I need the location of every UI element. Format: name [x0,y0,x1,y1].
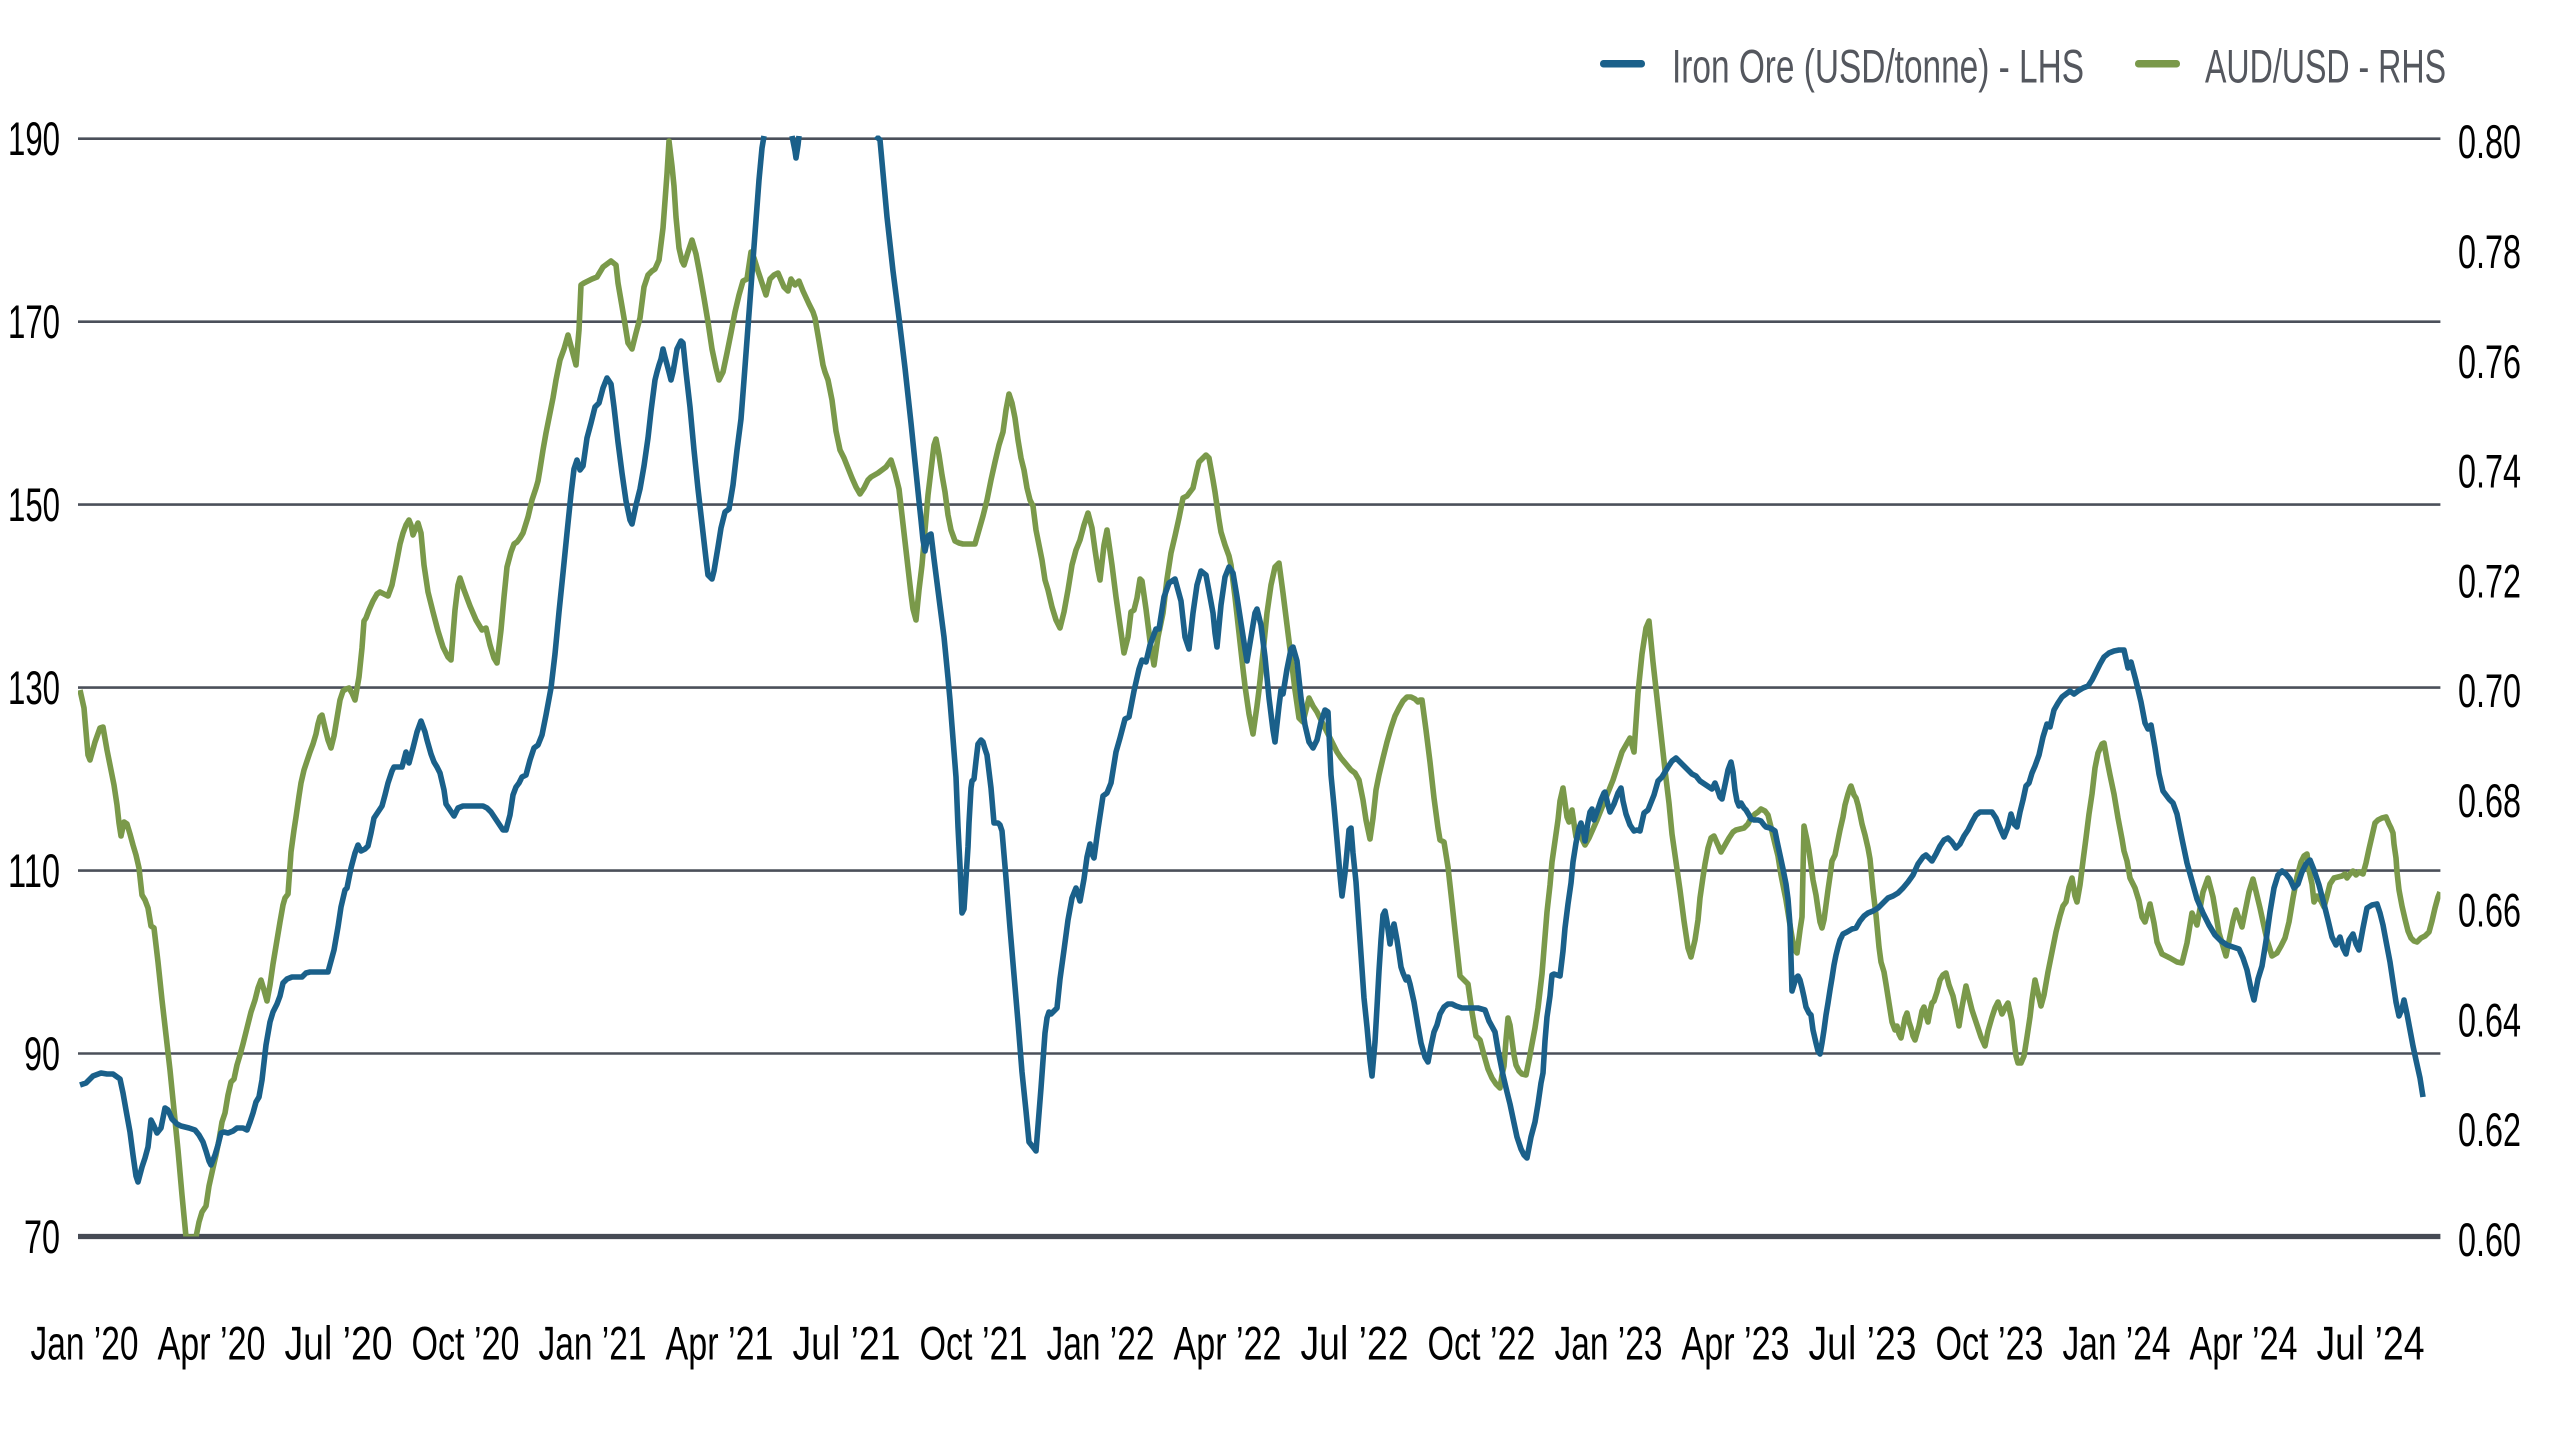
svg-text:130: 130 [8,661,60,714]
svg-text:110: 110 [8,844,60,897]
svg-text:190: 190 [8,112,60,165]
svg-text:0.74: 0.74 [2458,445,2521,498]
svg-text:Apr ’24: Apr ’24 [2190,1317,2298,1370]
svg-text:Apr ’21: Apr ’21 [666,1317,774,1370]
svg-text:0.78: 0.78 [2458,225,2521,278]
svg-text:Jul ’20: Jul ’20 [285,1317,393,1370]
svg-text:Oct ’22: Oct ’22 [1428,1317,1536,1370]
svg-text:Iron Ore (USD/tonne) - LHS: Iron Ore (USD/tonne) - LHS [1672,40,2084,93]
svg-text:Oct ’23: Oct ’23 [1936,1317,2044,1370]
svg-text:0.70: 0.70 [2458,664,2521,717]
svg-text:Jul ’23: Jul ’23 [1809,1317,1917,1370]
svg-text:Jan ’22: Jan ’22 [1047,1317,1155,1370]
svg-text:0.60: 0.60 [2458,1213,2521,1266]
svg-text:Apr ’22: Apr ’22 [1174,1317,1282,1370]
svg-text:0.66: 0.66 [2458,884,2521,937]
svg-text:Jul ’21: Jul ’21 [793,1317,901,1370]
svg-text:90: 90 [24,1027,60,1080]
svg-text:0.62: 0.62 [2458,1103,2521,1156]
svg-text:70: 70 [24,1210,60,1263]
svg-text:0.72: 0.72 [2458,554,2521,607]
svg-text:Oct ’20: Oct ’20 [412,1317,520,1370]
svg-text:Jan ’23: Jan ’23 [1555,1317,1663,1370]
svg-text:150: 150 [8,478,60,531]
svg-text:Apr ’23: Apr ’23 [1682,1317,1790,1370]
svg-text:Jul ’22: Jul ’22 [1301,1317,1409,1370]
svg-text:AUD/USD - RHS: AUD/USD - RHS [2205,40,2446,93]
svg-text:Jan ’24: Jan ’24 [2063,1317,2171,1370]
svg-text:Oct ’21: Oct ’21 [920,1317,1028,1370]
svg-text:0.68: 0.68 [2458,774,2521,827]
svg-text:170: 170 [8,295,60,348]
svg-text:Jul ’24: Jul ’24 [2317,1317,2425,1370]
svg-text:Jan ’21: Jan ’21 [539,1317,647,1370]
svg-text:0.76: 0.76 [2458,335,2521,388]
svg-text:0.80: 0.80 [2458,115,2521,168]
svg-text:Jan ’20: Jan ’20 [31,1317,139,1370]
svg-text:Apr ’20: Apr ’20 [158,1317,266,1370]
svg-text:0.64: 0.64 [2458,993,2521,1046]
